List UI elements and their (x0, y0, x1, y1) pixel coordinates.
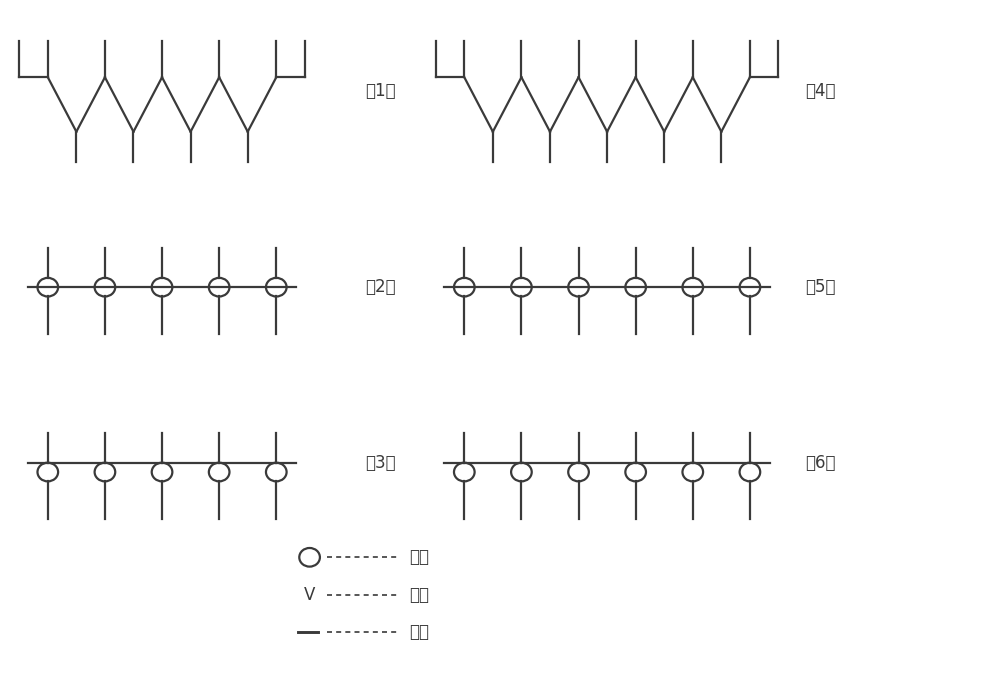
Text: 集圈: 集圈 (409, 548, 429, 566)
Text: 第5路: 第5路 (805, 278, 836, 296)
Text: 第4路: 第4路 (805, 82, 836, 100)
Text: 第6路: 第6路 (805, 454, 836, 472)
Text: 成圈: 成圈 (409, 586, 429, 604)
Text: 平针: 平针 (409, 623, 429, 641)
Text: V: V (304, 586, 315, 604)
Text: 第1路: 第1路 (365, 82, 396, 100)
Text: 第2路: 第2路 (365, 278, 396, 296)
Text: 第3路: 第3路 (365, 454, 396, 472)
